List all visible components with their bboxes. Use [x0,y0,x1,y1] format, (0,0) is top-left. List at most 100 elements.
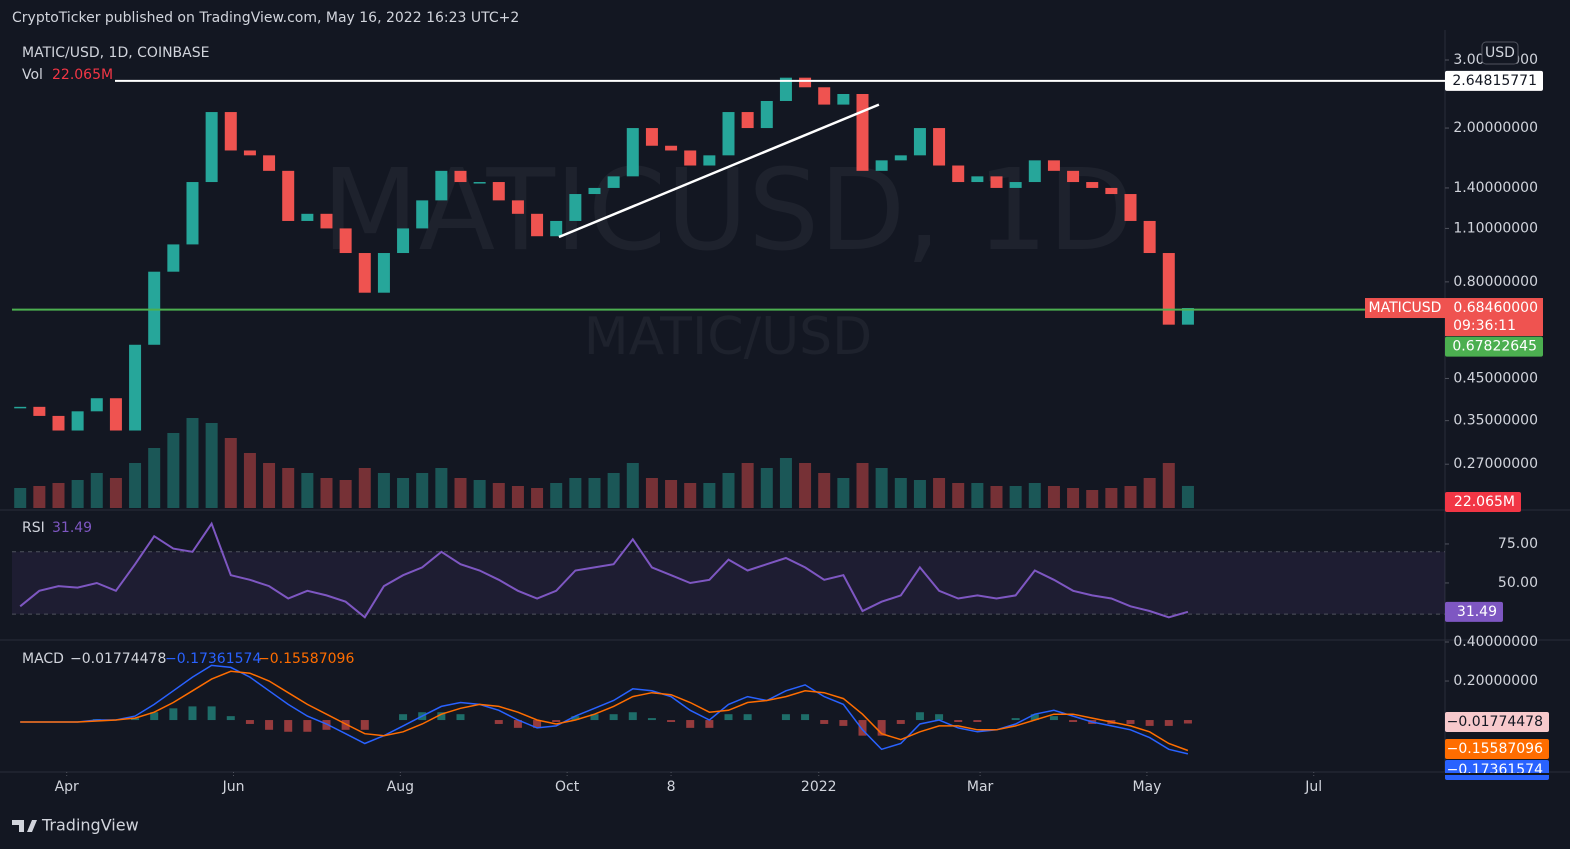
volume-bar [799,463,812,508]
volume-bar [511,486,524,508]
volume-bar [875,468,888,508]
volume-bar [933,478,946,508]
volume-bar [550,483,563,508]
macd-header-value: −0.01774478 [70,651,166,667]
volume-label: 22.065M [1454,494,1515,510]
x-tick-label: 2022 [801,779,837,795]
volume-bar [90,473,103,508]
volume-bar [1124,486,1137,508]
x-tick-label: Apr [55,779,79,795]
candle [952,165,965,183]
macd-histogram-bar [896,720,905,724]
macd-histogram-bar [494,720,503,724]
volume-bar [14,488,27,508]
macd-histogram-bar [1049,716,1058,721]
volume-bar [243,453,256,508]
macd-axis-label-box [1445,739,1549,759]
trendline [558,103,880,239]
macd-histogram-bar [667,720,676,722]
volume-bar [1105,488,1118,508]
macd-header-value: −0.15587096 [258,651,354,667]
volume-bar [971,483,984,508]
candle [645,128,658,146]
x-tick-label: Mar [967,779,994,795]
volume-bar [894,478,907,508]
volume-bar [569,478,582,508]
macd-histogram-bar [265,720,274,730]
candle [339,228,352,254]
candle [837,93,850,105]
macd-histogram-bar [226,716,235,721]
rsi-title: RSI [22,520,45,536]
volume-bar [167,433,180,508]
volume-bar [186,418,199,508]
macd-histogram-bar [360,720,369,730]
candle [531,213,544,237]
macd-title: MACD [22,651,64,667]
macd-line [20,670,1189,752]
volume-bar [607,473,620,508]
y-tick-label: 0.27000000 [1453,456,1538,472]
volume-bar [531,488,544,508]
candle [358,253,371,293]
macd-axis-label: −0.17361574 [1447,762,1543,778]
volume-bar [377,473,390,508]
macd-histogram-bar [245,720,254,724]
volume-bar [1009,486,1022,508]
candle [377,253,390,293]
y-tick-label: 1.10000000 [1453,220,1538,236]
macd-axis-label: −0.15587096 [1447,741,1543,757]
candle [818,87,831,105]
volume-bar [109,478,122,508]
hline-label-box [1445,336,1543,357]
y-tick-label: 75.00 [1498,536,1538,552]
candle [435,170,448,201]
title: MATIC/USD, 1D, COINBASE [22,45,209,61]
brand: TradingView [41,816,139,835]
macd-histogram-bar [781,714,790,721]
volume-bar [588,478,601,508]
volume-bar [684,483,697,508]
candle [243,150,256,156]
macd-histogram-bar [820,720,829,724]
candle [722,112,735,156]
macd-histogram-bar [877,720,886,736]
symbol-box [1365,298,1445,319]
candle [971,176,984,183]
macd-histogram-bar [628,712,637,721]
macd-histogram-bar [1069,720,1078,722]
candle [607,176,620,188]
x-tick-label: Oct [555,779,580,795]
macd-histogram-bar [801,714,810,721]
volume-bar [397,478,410,508]
volume-bar [33,486,46,508]
candle [1105,187,1118,195]
volume-bar [435,468,448,508]
volume-bar [129,463,142,508]
volume-bar [301,473,314,508]
hline-label: 0.67822645 [1452,339,1537,355]
candle [626,128,639,177]
candle [186,182,199,245]
macd-histogram-bar [571,716,580,721]
candle [1143,220,1156,254]
candle [588,187,601,195]
macd-histogram-bar [839,720,848,726]
volume-bar [1067,488,1080,508]
candle [416,200,429,229]
volume-bar [779,458,792,508]
volume-bar [990,486,1003,508]
countdown: 09:36:11 [1453,318,1516,334]
candle [205,112,218,183]
volume-bar [626,463,639,508]
candle [1124,194,1137,221]
volume-bar [71,480,84,508]
rsi-line [19,521,1189,619]
y-tick-label: 0.20000000 [1453,673,1538,689]
macd-histogram-bar [590,714,599,721]
rsi-band [12,551,1445,615]
candle [148,271,161,345]
candle [1009,182,1022,188]
macd-histogram-bar [207,706,216,721]
macd-histogram-bar [705,720,714,728]
